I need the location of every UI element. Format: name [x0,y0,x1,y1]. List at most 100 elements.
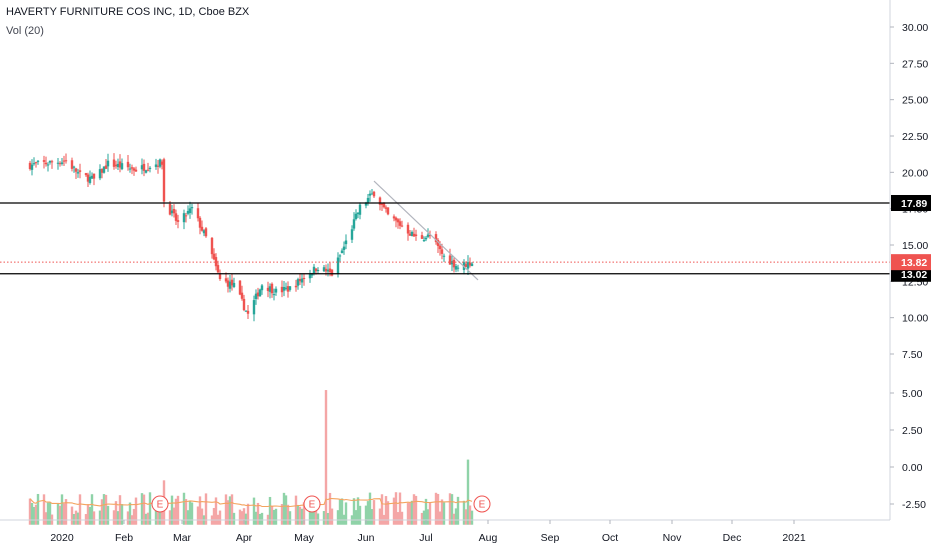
candle-body [102,166,106,173]
candle-body [132,168,136,171]
candle-body [326,269,330,272]
candle [44,156,48,167]
candle [384,205,388,213]
candle [244,310,248,312]
time-tick-label: Jul [419,532,432,544]
candle [242,294,246,312]
candle [116,158,120,171]
volume-bar [456,496,460,525]
volume-bar [190,502,194,525]
candle [370,189,374,195]
volume-bar [228,496,232,525]
candle [102,166,106,174]
volume-bar [176,495,180,525]
chart-legend-title: HAVERTY FURNITURE COS INC, 1D, Cboe BZX [6,6,250,18]
candle-body [28,162,32,169]
volume-bar [396,512,400,525]
candle [260,283,264,295]
candle-body [396,219,400,223]
volume-bar [120,504,124,525]
volume-bar [78,494,82,525]
candle-body [442,255,446,257]
candle [140,158,144,175]
volume-bar [126,511,130,525]
candle [270,282,274,298]
candle [182,209,186,230]
candle-body [268,286,272,292]
candle-body [372,191,376,197]
candle [424,235,428,242]
candle [454,263,458,273]
volume-bar [372,500,376,525]
volume-bar [252,497,256,525]
candle-body [286,286,290,292]
volume-bar [398,492,402,525]
candle-body [392,216,396,219]
candle-body [226,280,230,287]
earnings-marker[interactable]: E [473,495,491,513]
candle-body [134,169,138,172]
candle [58,161,62,167]
volume-bar [288,511,292,525]
earnings-marker[interactable]: E [303,495,321,513]
price-candles [28,153,474,322]
candle-body [324,268,328,272]
candle [356,212,360,219]
candle [42,155,46,169]
candle [450,254,454,272]
candle-body [60,162,64,164]
candle [298,273,302,285]
candle-body [456,267,460,269]
candle-body [394,217,398,221]
time-tick-label: Jun [358,532,375,544]
candle-body [70,160,74,169]
volume-indicator-label[interactable]: Vol (20) [6,25,44,37]
candle-body [414,234,418,236]
candle [282,281,286,297]
candle [72,165,76,173]
candle-body [440,249,444,254]
volume-bar [84,514,88,525]
candle-body [198,217,202,228]
candle-body [104,165,108,169]
candle [340,248,344,254]
candle [300,273,304,289]
volume-bar [212,507,216,525]
candle-body [296,279,300,286]
volume-bar [154,505,158,525]
candle-body [258,289,262,297]
candle [394,216,398,228]
candle-body [196,208,200,219]
candle-body [202,230,206,234]
candle-body [452,259,456,268]
volume-bar [466,459,470,525]
candle-body [238,280,242,295]
volume-bar [144,513,148,525]
candle-body [308,274,312,279]
volume-bar [408,503,412,525]
volume-bar [56,503,60,525]
candle [294,279,298,292]
candle [436,238,440,253]
volume-bar [172,507,176,525]
candle [368,190,372,202]
candle-body [218,273,222,280]
candle [456,264,460,272]
candle [302,273,306,286]
candle-body [340,250,344,254]
candle-body [312,266,316,274]
volume-bar [70,506,74,525]
candle-body [468,262,472,266]
candle-body [454,266,458,270]
candle-body [58,163,62,165]
time-tick-label: 2020 [50,532,74,544]
candle-body [118,161,122,168]
volume-bar [242,508,246,525]
earnings-marker[interactable]: E [151,495,169,513]
candle-body [232,282,236,288]
volume-bar [410,500,414,525]
candle [226,277,230,293]
volume-bar [188,500,192,525]
